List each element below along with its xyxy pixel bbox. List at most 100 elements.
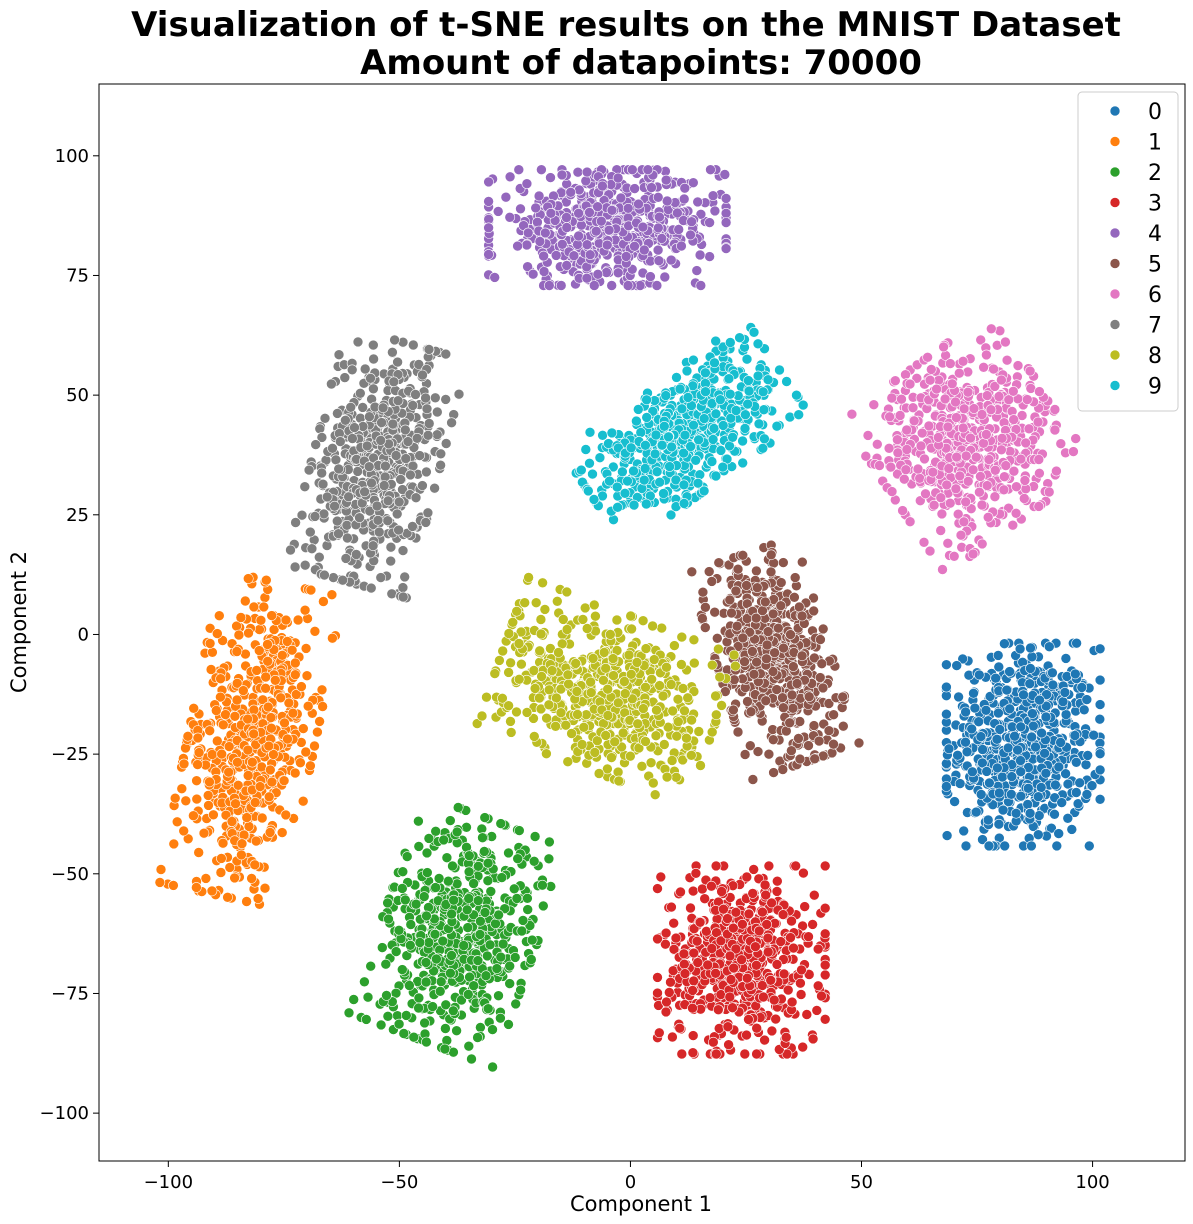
scatter-point <box>691 265 703 276</box>
scatter-point <box>778 968 790 980</box>
scatter-point <box>653 1027 665 1039</box>
scatter-point <box>977 757 988 769</box>
scatter-point <box>408 1031 420 1043</box>
scatter-point <box>367 540 379 552</box>
scatter-point <box>248 728 259 740</box>
scatter-point <box>797 1041 809 1053</box>
scatter-point <box>262 655 274 667</box>
scatter-point <box>957 422 969 434</box>
scatter-point <box>978 361 989 373</box>
scatter-point <box>597 180 608 192</box>
scatter-point <box>799 901 811 912</box>
scatter-point <box>678 958 690 970</box>
scatter-point <box>349 422 360 433</box>
scatter-point <box>765 974 777 986</box>
scatter-point <box>359 486 370 498</box>
scatter-point <box>581 239 593 250</box>
scatter-point <box>1086 780 1098 791</box>
scatter-point <box>481 950 493 962</box>
scatter-point <box>1007 385 1019 397</box>
scatter-point <box>1070 668 1081 680</box>
scatter-point <box>952 749 963 761</box>
scatter-point <box>711 632 723 644</box>
scatter-point <box>231 694 243 706</box>
scatter-point <box>319 569 330 581</box>
scatter-point <box>421 847 433 859</box>
scatter-point <box>289 561 301 573</box>
scatter-point <box>741 580 752 591</box>
scatter-point <box>1033 791 1044 803</box>
scatter-point <box>478 846 490 857</box>
scatter-point <box>476 823 488 835</box>
scatter-point <box>590 225 602 237</box>
scatter-point <box>817 623 829 635</box>
scatter-point <box>687 1002 698 1014</box>
scatter-point <box>216 748 227 760</box>
scatter-point <box>699 622 711 633</box>
scatter-point <box>941 479 953 491</box>
scatter-point <box>993 707 1004 719</box>
scatter-point <box>193 847 204 858</box>
scatter-point <box>393 924 405 936</box>
scatter-point <box>504 978 516 989</box>
scatter-point <box>612 172 624 184</box>
scatter-point <box>1050 779 1061 791</box>
scatter-point <box>704 992 716 1004</box>
scatter-point <box>266 776 278 788</box>
scatter-point <box>495 1012 506 1024</box>
scatter-point <box>333 349 345 361</box>
scatter-point <box>538 266 550 277</box>
scatter-point <box>765 566 777 578</box>
scatter-point <box>405 919 417 930</box>
scatter-point <box>1012 744 1023 756</box>
scatter-point <box>1026 651 1038 663</box>
scatter-point <box>393 524 404 536</box>
scatter-point <box>960 706 971 718</box>
scatter-point <box>1094 748 1106 760</box>
scatter-point <box>588 280 600 291</box>
scatter-point <box>522 892 533 904</box>
scatter-point <box>440 1023 451 1034</box>
scatter-point <box>380 460 391 472</box>
scatter-point <box>996 432 1008 444</box>
scatter-point <box>720 217 732 228</box>
scatter-point <box>388 376 400 388</box>
scatter-point <box>401 851 413 862</box>
scatter-point <box>481 691 492 703</box>
scatter-point <box>1035 782 1047 793</box>
scatter-point <box>758 991 769 1003</box>
scatter-point <box>444 815 456 826</box>
scatter-point <box>981 390 993 401</box>
scatter-point <box>1074 777 1085 789</box>
scatter-point <box>463 893 475 904</box>
scatter-point <box>989 464 1001 476</box>
scatter-point <box>223 766 234 778</box>
scatter-point <box>203 800 214 811</box>
scatter-point <box>490 918 501 930</box>
scatter-point <box>214 610 225 622</box>
scatter-point <box>777 909 789 920</box>
scatter-point <box>606 205 618 216</box>
scatter-point <box>260 682 271 694</box>
scatter-point <box>429 482 440 494</box>
scatter-point <box>295 757 306 769</box>
scatter-point <box>751 565 762 577</box>
scatter-point <box>695 280 707 291</box>
scatter-point <box>381 990 392 1001</box>
scatter-point <box>976 499 988 511</box>
scatter-point <box>780 1032 792 1043</box>
scatter-point <box>1028 720 1039 732</box>
scatter-point <box>626 164 638 175</box>
scatter-point <box>751 959 762 971</box>
scatter-point <box>217 837 229 849</box>
scatter-point <box>434 985 446 997</box>
scatter-point <box>612 267 624 279</box>
scatter-point <box>537 900 549 912</box>
scatter-point <box>720 193 732 204</box>
scatter-point <box>606 280 618 291</box>
scatter-point <box>236 838 248 850</box>
scatter-point <box>414 450 426 461</box>
scatter-point <box>951 412 962 423</box>
scatter-point <box>260 574 272 586</box>
scatter-point <box>346 364 358 376</box>
